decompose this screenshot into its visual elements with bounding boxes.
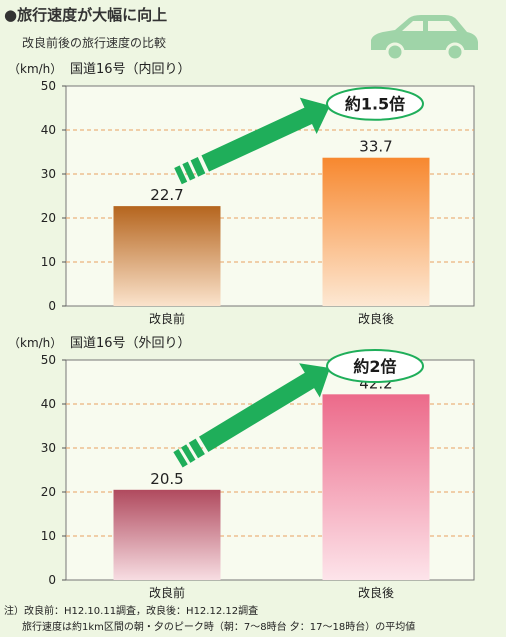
y-tick-label: 10 bbox=[41, 255, 56, 269]
y-tick-label: 50 bbox=[41, 79, 56, 93]
y-axis-unit: （km/h） bbox=[8, 336, 62, 350]
ratio-badge bbox=[326, 349, 424, 383]
x-category-label: 改良後 bbox=[358, 585, 394, 600]
bar-after bbox=[322, 394, 430, 580]
figure-subtitle: 改良前後の旅行速度の比較 bbox=[22, 36, 167, 50]
y-axis-unit: （km/h） bbox=[8, 62, 62, 76]
bar-after bbox=[322, 157, 430, 306]
y-tick-label: 10 bbox=[41, 529, 56, 543]
increase-arrow-icon bbox=[173, 363, 330, 468]
footnote-survey-dates: 注）改良前：H12.10.11調査，改良後：H12.12.12調査 bbox=[4, 606, 259, 617]
y-tick-label: 40 bbox=[41, 123, 56, 137]
figure-title: ●旅行速度が大幅に向上 bbox=[4, 6, 168, 24]
bar-before bbox=[113, 206, 221, 306]
y-tick-label: 50 bbox=[41, 353, 56, 367]
y-tick-label: 20 bbox=[41, 211, 56, 225]
y-tick-label: 40 bbox=[41, 397, 56, 411]
x-category-label: 改良前 bbox=[149, 585, 185, 600]
y-tick-label: 0 bbox=[48, 299, 56, 313]
x-category-label: 改良後 bbox=[358, 311, 394, 326]
y-tick-label: 20 bbox=[41, 485, 56, 499]
increase-arrow-icon bbox=[174, 97, 330, 185]
y-tick-label: 30 bbox=[41, 167, 56, 181]
bar-value-label: 22.7 bbox=[150, 186, 183, 204]
ratio-badge-label: 約1.5倍 bbox=[345, 95, 405, 114]
ratio-badge-label: 約2倍 bbox=[353, 357, 396, 376]
chart-title: 国道16号（外回り） bbox=[70, 336, 191, 351]
chart-inner-loop: 0 10 20 30 40 50 （km/h） 国道16号（内回り） 22.7 改良前 33.7 改良… bbox=[8, 61, 475, 326]
chart-title: 国道16号（内回り） bbox=[70, 61, 191, 77]
car-icon bbox=[371, 15, 478, 62]
y-tick-label: 30 bbox=[41, 441, 56, 455]
bar-before bbox=[113, 489, 221, 580]
bar-value-label: 33.7 bbox=[359, 138, 392, 156]
x-category-label: 改良前 bbox=[149, 311, 185, 326]
footnote-definition: 旅行速度は約1km区間の朝・夕のピーク時（朝：7～8時台 夕：17～18時台）の… bbox=[22, 622, 416, 633]
bar-value-label: 20.5 bbox=[150, 470, 183, 488]
y-tick-label: 0 bbox=[48, 573, 56, 587]
ratio-badge bbox=[326, 86, 424, 121]
